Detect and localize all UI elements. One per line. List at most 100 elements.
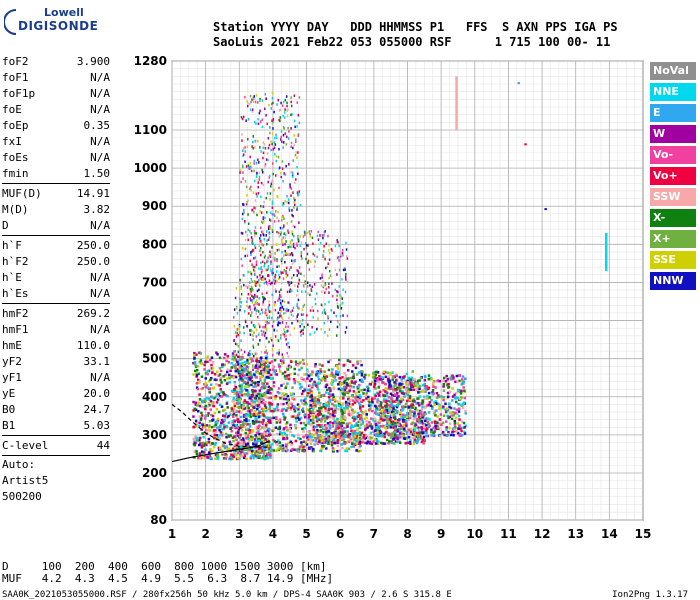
echo-point [398,427,401,431]
echo-point [279,308,281,311]
echo-point [236,447,239,451]
echo-point [220,433,224,437]
echo-point [358,394,361,397]
echo-point [205,414,209,417]
echo-point [266,192,269,195]
echo-point [324,312,327,315]
echo-point [293,381,297,385]
echo-point [285,164,287,168]
echo-point [400,378,403,381]
echo-point [261,401,265,405]
echo-point [266,274,269,278]
echo-point [335,370,338,374]
echo-point [247,292,250,296]
echo-point [288,268,291,271]
echo-point [203,442,207,446]
echo-point [285,322,288,325]
echo-point [393,404,396,408]
echo-point [257,316,260,319]
echo-point [286,109,289,112]
echo-point [211,387,214,390]
echo-point [280,138,282,141]
echo-point [335,422,338,426]
echo-point [251,241,253,245]
echo-point [381,376,384,379]
echo-point [406,379,410,383]
echo-point [426,427,429,430]
echo-point [348,434,351,438]
echo-point [222,356,226,360]
echo-point [288,316,290,320]
echo-point [320,423,323,427]
echo-point [405,436,408,440]
echo-point [264,356,268,360]
echo-point [209,443,212,447]
echo-point [423,438,426,442]
echo-point [253,257,255,260]
echo-point [360,378,364,382]
echo-point [297,380,300,384]
param-value: 5.03 [83,419,111,432]
echo-point [272,267,274,271]
echo-point [224,373,227,377]
echo-point [334,421,337,424]
echo-point [271,230,274,233]
echo-point [413,424,417,428]
echo-point [413,440,416,444]
echo-point [203,457,207,460]
echo-point [271,121,274,125]
echo-point [377,384,381,388]
echo-point [278,147,280,151]
echo-point [316,292,318,295]
echo-point [234,375,238,379]
echo-points [192,91,468,461]
echo-point [234,369,238,373]
echo-point [205,424,209,427]
echo-point [200,405,204,408]
echo-point [281,104,284,107]
echo-point [318,430,321,433]
echo-point [218,424,222,428]
echo-point [265,196,268,200]
echo-point [392,437,396,440]
echo-point [338,377,342,380]
echo-point [448,426,451,430]
echo-point [451,395,455,398]
echo-point [240,301,243,304]
echo-point [253,243,256,247]
echo-point [344,374,348,377]
echo-point [335,334,338,337]
echo-point [261,394,264,397]
echo-point [199,418,203,422]
echo-point [256,289,259,293]
echo-point [218,428,221,432]
echo-point [281,321,284,324]
echo-point [288,345,291,349]
echo-point [240,393,244,397]
echo-point [316,424,319,427]
echo-point [254,434,257,437]
echo-point [216,353,219,356]
echo-point [240,390,244,393]
echo-point [239,308,241,312]
echo-point [255,260,258,264]
echo-point [264,409,268,413]
echo-point [231,352,235,355]
echo-point [289,440,293,443]
echo-point [389,384,393,387]
echo-point [267,146,270,150]
echo-point [247,433,250,436]
echo-point [292,434,296,438]
echo-point [426,387,430,391]
echo-point [296,302,298,306]
echo-point [362,410,366,414]
echo-point [264,425,268,429]
echo-point [401,376,405,379]
echo-point [307,420,310,423]
echo-point [271,142,273,146]
echo-point [396,391,399,395]
echo-point [281,306,284,309]
echo-point [266,283,269,287]
echo-point [457,388,460,392]
echo-point [210,413,213,417]
